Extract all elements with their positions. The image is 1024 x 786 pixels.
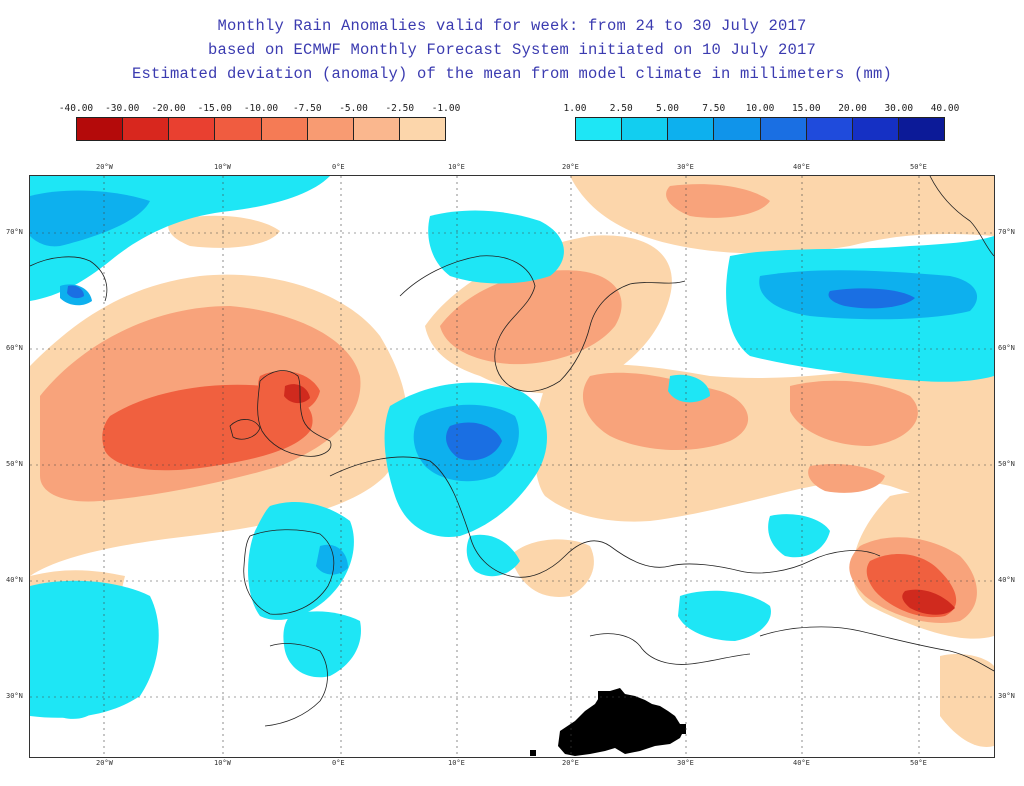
pos-legend-tick-label: 2.50	[609, 103, 633, 114]
dry-anomaly-core	[284, 384, 955, 615]
longitude-label: 0°E	[332, 163, 345, 171]
neg-legend-swatch	[261, 118, 308, 140]
pos-legend-tick-label: 20.00	[838, 103, 867, 114]
longitude-label: 10°W	[214, 759, 231, 767]
graticule	[30, 176, 994, 757]
wet-anomaly-strong	[67, 285, 915, 461]
pos-legend-swatch	[714, 118, 761, 140]
positive-legend-ticks: 1.00 2.50 5.00 7.50 10.00 15.00 20.00 30.00 40.0…	[564, 103, 960, 117]
neg-legend-swatch	[353, 118, 400, 140]
pos-legend-swatch	[806, 118, 853, 140]
longitude-label: 10°E	[448, 759, 465, 767]
longitude-label: 10°W	[214, 163, 231, 171]
neg-legend-tick-label: -10.00	[243, 103, 279, 114]
longitude-label: 0°E	[332, 759, 345, 767]
neg-legend-tick-label: -1.00	[431, 103, 461, 114]
pos-legend-swatch	[668, 118, 715, 140]
map-title-line-2: based on ECMWF Monthly Forecast System i…	[207, 41, 817, 59]
neg-legend-swatch	[399, 118, 445, 140]
anomaly-map-svg	[30, 176, 994, 757]
neg-legend-tick-label: -15.00	[197, 103, 232, 114]
longitude-label: 40°E	[793, 163, 810, 171]
latitude-label: 40°N	[998, 576, 1015, 584]
pos-legend-tick-label: 1.00	[563, 103, 587, 114]
pos-legend-tick-label: 5.00	[656, 103, 679, 114]
map-title-line-3: Estimated deviation (anomaly) of the mea…	[131, 65, 893, 83]
coastlines	[30, 176, 994, 727]
dry-anomaly-strong	[102, 371, 957, 618]
longitude-label: 10°E	[448, 163, 465, 171]
longitude-label: 20°E	[562, 759, 579, 767]
pos-legend-tick-label: 40.00	[930, 103, 960, 114]
pos-legend-tick-label: 7.50	[702, 103, 726, 114]
neg-legend-swatch	[169, 118, 216, 140]
pos-legend-swatch	[760, 118, 807, 140]
latitude-label: 50°N	[6, 460, 23, 468]
pos-legend-tick-label: 10.00	[745, 103, 775, 114]
latitude-label: 70°N	[6, 228, 23, 236]
masked-region	[530, 688, 686, 756]
negative-legend-ticks: -40.00 -30.00 -20.00 -15.00 -10.00 -7.50 -5.00…	[59, 103, 460, 117]
pos-legend-swatch	[576, 118, 623, 140]
longitude-label: 30°E	[677, 759, 694, 767]
neg-legend-tick-label: -30.00	[105, 103, 140, 114]
positive-legend-colorbar	[575, 117, 945, 141]
longitude-label: 30°E	[677, 163, 694, 171]
neg-legend-tick-label: -5.00	[339, 103, 368, 114]
neg-legend-tick-label: -7.50	[292, 103, 322, 114]
latitude-label: 30°N	[998, 692, 1015, 700]
longitude-label: 50°E	[910, 163, 927, 171]
pos-legend-swatch	[622, 118, 669, 140]
longitude-label: 20°W	[96, 163, 113, 171]
pos-legend-tick-label: 15.00	[791, 103, 821, 114]
longitude-label: 50°E	[910, 759, 927, 767]
anomaly-map	[29, 175, 995, 758]
negative-anomaly-legend: -40.00 -30.00 -20.00 -15.00 -10.00 -7.50 -5.00…	[59, 103, 460, 141]
neg-legend-tick-label: -2.50	[385, 103, 415, 114]
latitude-label: 50°N	[998, 460, 1015, 468]
neg-legend-tick-label: -40.00	[58, 103, 94, 114]
latitude-label: 30°N	[6, 692, 23, 700]
latitude-label: 70°N	[998, 228, 1015, 236]
negative-legend-colorbar	[76, 117, 446, 141]
positive-anomaly-legend: 1.00 2.50 5.00 7.50 10.00 15.00 20.00 30.00 40.0…	[564, 103, 960, 141]
pos-legend-tick-label: 30.00	[884, 103, 914, 114]
latitude-label: 60°N	[998, 344, 1015, 352]
latitude-label: 40°N	[6, 576, 23, 584]
pos-legend-swatch	[898, 118, 944, 140]
latitude-label: 60°N	[6, 344, 23, 352]
map-title-line-1: Monthly Rain Anomalies valid for week: f…	[217, 17, 807, 35]
longitude-label: 40°E	[793, 759, 810, 767]
neg-legend-swatch	[215, 118, 262, 140]
pos-legend-swatch	[852, 118, 899, 140]
longitude-label: 20°E	[562, 163, 579, 171]
neg-legend-swatch	[123, 118, 170, 140]
neg-legend-swatch	[77, 118, 124, 140]
longitude-label: 20°W	[96, 759, 113, 767]
neg-legend-tick-label: -20.00	[151, 103, 186, 114]
neg-legend-swatch	[307, 118, 354, 140]
